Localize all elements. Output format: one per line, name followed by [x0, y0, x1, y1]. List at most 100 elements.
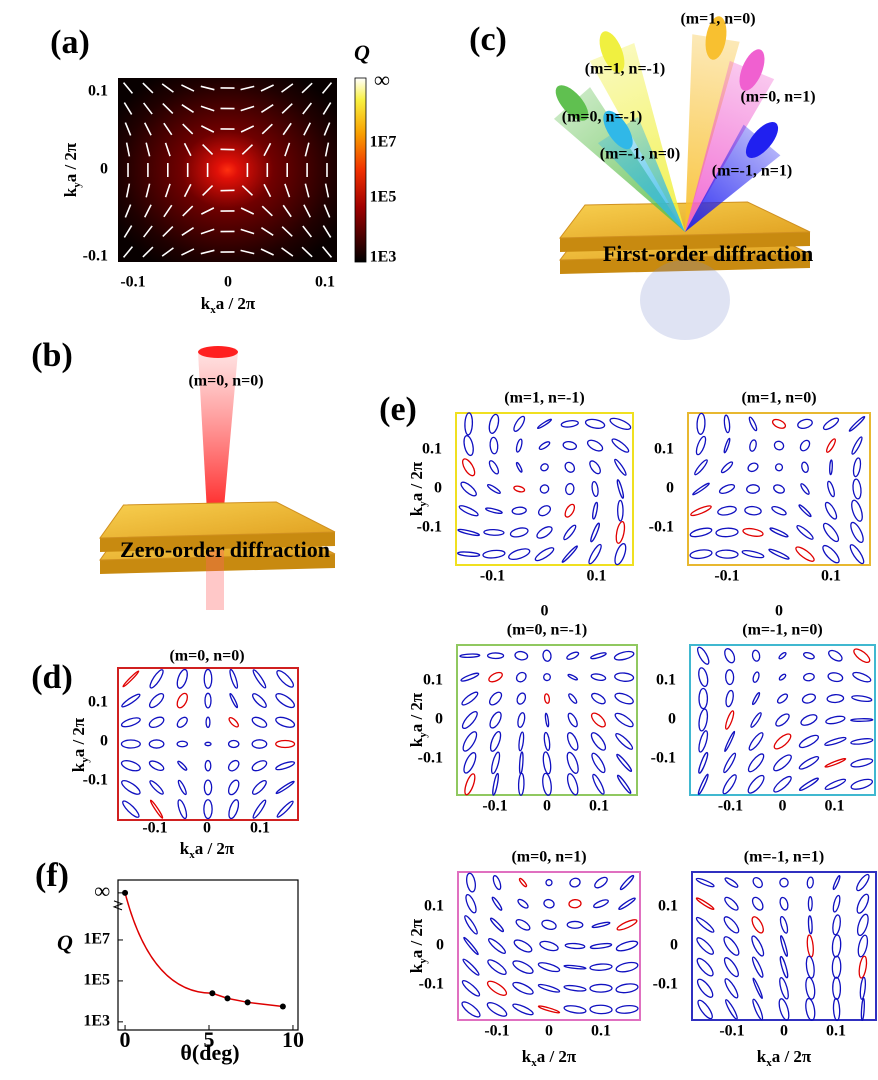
polarization-ellipse — [120, 739, 141, 749]
rest: a / 2π — [407, 692, 426, 732]
y-tick-label: -0.1 — [651, 750, 676, 767]
x-tick-label: 0.1 — [825, 798, 845, 815]
beam-label: (m=-1, n=0) — [600, 146, 680, 163]
y-tick-label: 1E7 — [83, 931, 110, 948]
polarization-ellipse — [773, 733, 792, 750]
plot-frame — [689, 644, 876, 796]
polarization-ellipse — [724, 896, 739, 911]
polarization-ellipse — [747, 462, 759, 473]
polarization-ellipse — [227, 739, 240, 749]
sub: x — [766, 1057, 772, 1069]
y-tick-label: 0.1 — [88, 694, 108, 711]
polarization-ellipse — [591, 752, 606, 774]
x-tick-label: -0.1 — [719, 1023, 744, 1040]
x-tick-label: -0.1 — [484, 1023, 509, 1040]
polarization-ellipse — [513, 939, 533, 953]
polarization-ellipse — [252, 799, 267, 819]
panel-label: (e) — [379, 391, 417, 428]
polarization-segment — [142, 82, 154, 94]
polarization-ellipse — [798, 777, 819, 792]
polarization-ellipse — [545, 878, 553, 887]
polarization-ellipse — [591, 692, 606, 705]
x-tick-label: 0.1 — [315, 274, 335, 291]
polarization-ellipse — [828, 649, 843, 662]
polarization-segment — [162, 103, 174, 114]
polarization-ellipse — [461, 1001, 481, 1018]
polarization-ellipse — [613, 650, 635, 661]
polarization-ellipse — [122, 670, 140, 688]
polarization-ellipse — [566, 920, 584, 929]
x-tick-label: 0.1 — [250, 820, 270, 837]
polarization-ellipse — [698, 708, 709, 732]
polarization-ellipse — [176, 740, 189, 748]
polarization-ellipse — [779, 955, 789, 979]
polarization-ellipse — [177, 799, 188, 820]
k: k — [407, 737, 426, 747]
polarization-ellipse — [614, 672, 635, 682]
polarization-ellipse — [489, 730, 502, 752]
polarization-segment — [145, 142, 151, 157]
x-tick-label: 0 — [224, 274, 232, 291]
y-tick-label: -0.1 — [83, 772, 108, 789]
polarization-ellipse — [724, 648, 736, 664]
polarization-ellipse — [751, 896, 764, 911]
polarization-ellipse — [459, 653, 481, 659]
caption: Zero-order diffraction — [120, 537, 330, 562]
polarization-ellipse — [690, 505, 712, 517]
polarization-ellipse — [564, 942, 586, 950]
polarization-ellipse — [801, 461, 809, 474]
polarization-ellipse — [718, 483, 736, 495]
y-tick-label: 0.1 — [658, 898, 678, 915]
polarization-ellipse — [560, 420, 579, 428]
polarization-ellipse — [850, 758, 874, 768]
polarization-ellipse — [177, 760, 188, 771]
polarization-ellipse — [751, 649, 761, 662]
beam-end — [555, 85, 589, 121]
polarization-ellipse — [537, 983, 561, 993]
x-axis-label: θ(deg) — [180, 1040, 239, 1065]
polarization-ellipse — [228, 717, 239, 728]
polarization-segment — [122, 246, 134, 258]
beam-end — [705, 16, 727, 60]
polarization-ellipse — [251, 739, 268, 749]
polarization-ellipse — [849, 544, 865, 565]
polarization-ellipse — [850, 738, 874, 745]
panel-label: (a) — [50, 24, 90, 61]
polarization-ellipse — [803, 672, 815, 682]
metasurface — [99, 501, 336, 539]
sub: x — [189, 849, 195, 861]
polarization-segment — [322, 225, 332, 238]
polarization-ellipse — [778, 673, 787, 681]
polarization-segment — [261, 205, 273, 217]
polarization-ellipse — [229, 668, 239, 689]
polarization-segment — [143, 102, 153, 115]
polarization-ellipse — [543, 731, 551, 751]
polarization-ellipse — [590, 522, 600, 543]
polarization-ellipse — [780, 935, 788, 957]
beam-label: (m=1, n=-1) — [585, 61, 665, 78]
x-tick-label: 0.1 — [587, 568, 607, 585]
polarization-ellipse — [859, 976, 867, 1000]
polarization-ellipse — [825, 715, 846, 725]
polarization-ellipse — [850, 521, 864, 544]
y-axis-label: kya / 2π — [69, 717, 91, 772]
polarization-ellipse — [615, 983, 639, 994]
polarization-ellipse — [509, 527, 529, 538]
polarization-ellipse — [589, 983, 613, 993]
colorbar-title: Q — [354, 40, 370, 65]
polarization-ellipse — [746, 484, 760, 494]
polarization-segment — [282, 204, 292, 218]
colorbar-tick-label: 1E3 — [370, 249, 397, 266]
polarization-ellipse — [511, 506, 527, 515]
polarization-ellipse — [852, 457, 862, 478]
polarization-ellipse — [176, 692, 189, 709]
y-tick-label: 0 — [670, 937, 678, 954]
polarization-ellipse — [464, 915, 478, 935]
polarization-ellipse — [516, 692, 527, 705]
polarization-ellipse — [594, 876, 608, 889]
polarization-ellipse — [569, 877, 581, 888]
polarization-ellipse — [564, 503, 576, 518]
polarization-ellipse — [176, 716, 188, 728]
polarization-ellipse — [463, 435, 474, 457]
sub: y — [417, 501, 429, 507]
